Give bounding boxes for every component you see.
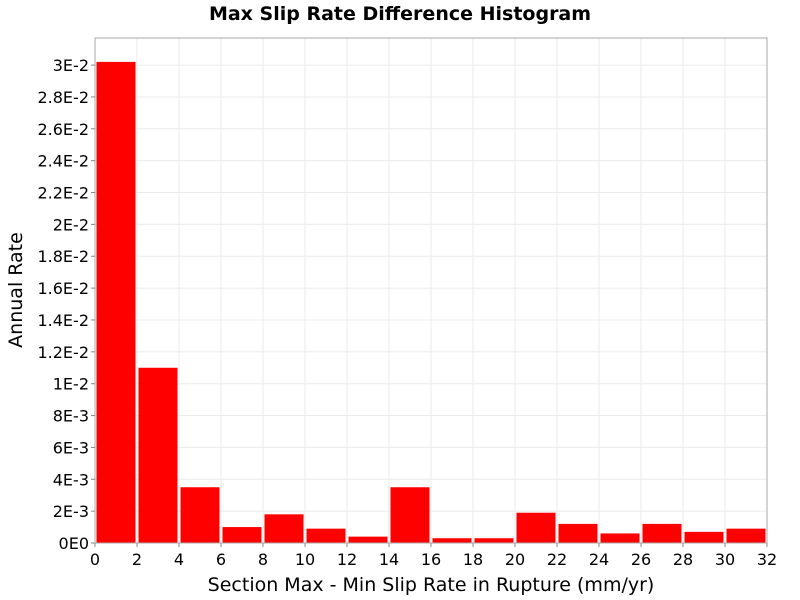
chart-title: Max Slip Rate Difference Histogram <box>209 3 591 25</box>
histogram-bar <box>726 528 766 543</box>
x-tick-label: 26 <box>631 550 651 569</box>
y-tick-label: 1.6E-2 <box>37 279 89 298</box>
histogram-bar <box>306 528 346 543</box>
grid-lines <box>94 38 768 544</box>
y-tick-label: 1E-2 <box>53 375 89 394</box>
y-tick-label: 2.8E-2 <box>37 88 89 107</box>
y-tick-label: 8E-3 <box>53 407 89 426</box>
histogram-bar <box>432 538 472 543</box>
y-tick-label: 6E-3 <box>53 438 89 457</box>
x-tick-label: 16 <box>421 550 441 569</box>
x-axis-label: Section Max - Min Slip Rate in Rupture (… <box>208 574 655 596</box>
y-tick-label: 1.8E-2 <box>37 247 89 266</box>
y-tick-label: 2.6E-2 <box>37 120 89 139</box>
histogram-bar <box>348 536 388 543</box>
y-tick-label: 2E-2 <box>53 215 89 234</box>
y-tick-label: 1.4E-2 <box>37 311 89 330</box>
x-tick-label: 0 <box>90 550 100 569</box>
y-tick-label: 2.4E-2 <box>37 152 89 171</box>
histogram-bar <box>600 533 640 543</box>
histogram-bar <box>180 487 220 543</box>
histogram-bar <box>474 538 514 543</box>
y-tick-label: 2E-3 <box>53 502 89 521</box>
x-tick-label: 24 <box>589 550 609 569</box>
bars <box>96 61 766 543</box>
histogram-bar <box>96 61 136 543</box>
histogram-bar <box>684 531 724 543</box>
y-tick-label: 0E0 <box>59 534 89 553</box>
x-tick-label: 18 <box>463 550 483 569</box>
x-tick-label: 14 <box>379 550 399 569</box>
x-tick-label: 28 <box>673 550 693 569</box>
y-tick-label: 2.2E-2 <box>37 184 89 203</box>
histogram-bar <box>222 527 262 543</box>
x-tick-label: 6 <box>216 550 226 569</box>
x-tick-label: 30 <box>715 550 735 569</box>
y-tick-label: 4E-3 <box>53 470 89 489</box>
histogram-bar <box>390 487 430 543</box>
x-tick-label: 10 <box>295 550 315 569</box>
x-tick-label: 2 <box>132 550 142 569</box>
x-tick-label: 20 <box>505 550 525 569</box>
histogram-bar <box>264 514 304 543</box>
x-tick-label: 32 <box>757 550 777 569</box>
x-tick-label: 12 <box>337 550 357 569</box>
y-axis-label: Annual Rate <box>5 232 27 348</box>
histogram-bar <box>642 523 682 543</box>
y-axis-ticks: 0E0 2E-3 4E-3 6E-3 8E-3 1E-2 1.2E-2 1.4E-2 1.6E-… <box>37 56 95 553</box>
histogram-bar <box>516 512 556 543</box>
y-tick-label: 3E-2 <box>53 56 89 75</box>
histogram-bar <box>138 367 178 543</box>
x-tick-label: 8 <box>258 550 268 569</box>
histogram-bar <box>558 523 598 543</box>
x-tick-label: 22 <box>547 550 567 569</box>
x-axis-ticks: 0 2 4 6 8 10 12 14 16 18 20 22 24 26 28 30 32 <box>90 543 777 569</box>
x-tick-label: 4 <box>174 550 184 569</box>
y-tick-label: 1.2E-2 <box>37 343 89 362</box>
